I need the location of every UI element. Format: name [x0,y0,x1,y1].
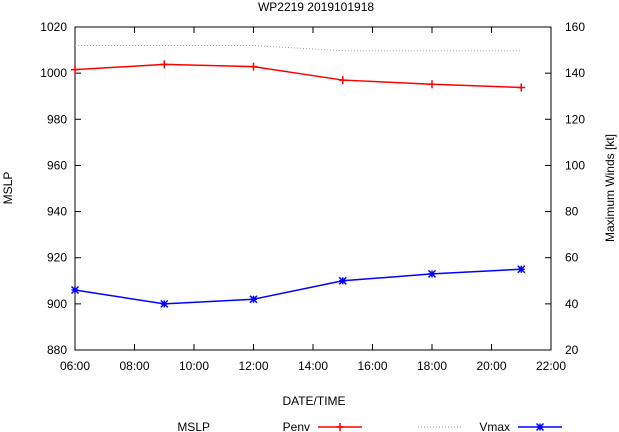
data-point-penv [428,80,436,89]
y-axis-left-label: MSLP [1,172,15,205]
x-tick-label: 06:00 [60,359,90,373]
y-axis-right-label: Maximum Winds [kt] [603,134,617,242]
legend-marker-penv [336,423,344,431]
x-axis: 06:00 08:00 10:00 12:00 14:00 16:00 18:00 20:00… [60,27,566,373]
x-tick-label: 12:00 [238,359,268,373]
y-left-tick-label: 1020 [40,20,67,34]
y-left-tick-label: 940 [47,205,67,219]
x-tick-label: 22:00 [536,359,566,373]
y-right-tick-label: 100 [565,158,585,172]
x-axis-label: DATE/TIME [282,394,345,408]
x-tick-label: 08:00 [119,359,149,373]
legend: MSLP Penv Vmax [177,420,562,432]
data-point-vmax [70,285,80,295]
y-right-tick-label: 120 [565,112,585,126]
data-point-vmax [249,295,258,304]
y-left-tick-label: 880 [47,343,67,357]
y-left-tick-label: 900 [47,297,67,311]
x-tick-label: 20:00 [476,359,506,373]
y-right-tick-label: 140 [565,66,585,80]
data-point-vmax [338,276,347,285]
y-right-tick-label: 20 [565,343,579,357]
data-point-penv [517,83,526,92]
data-point-vmax [517,265,526,274]
y-right-tick-label: 160 [565,20,585,34]
legend-marker-vmax [535,422,545,432]
y-left-tick-label: 960 [47,158,67,172]
data-point-vmax [427,269,437,278]
y-left-tick-label: 1000 [40,66,67,80]
y-left-tick-label: 920 [47,251,67,265]
x-tick-label: 18:00 [417,359,447,373]
x-tick-label: 14:00 [298,359,328,373]
series-line-reference [75,44,522,52]
y-right-tick-label: 60 [565,251,579,265]
series-line-penv [74,63,522,89]
y-right-tick-label: 40 [565,297,579,311]
y-right-tick-label: 80 [565,205,579,219]
series-reference [75,44,522,52]
chart-title: WP2219 2019101918 [258,0,374,14]
legend-label-penv: Penv [283,420,310,432]
y-axis-right: 20 40 60 80 100 120 140 160 [545,20,585,357]
series-line-vmax [74,268,522,305]
y-left-tick-label: 980 [47,112,67,126]
y-axis-left: 880 900 920 940 960 980 1000 1020 [40,20,81,357]
data-point-vmax [160,299,169,308]
data-point-penv [249,62,258,71]
series-vmax [70,265,526,308]
series-penv [71,60,526,92]
x-tick-label: 16:00 [357,359,387,373]
legend-label-mslp: MSLP [177,420,210,432]
data-point-penv [338,76,347,85]
series-layer [70,44,526,308]
legend-label-vmax: Vmax [479,420,510,432]
x-tick-label: 10:00 [179,359,209,373]
data-point-penv [71,65,79,74]
data-point-penv [160,60,169,69]
